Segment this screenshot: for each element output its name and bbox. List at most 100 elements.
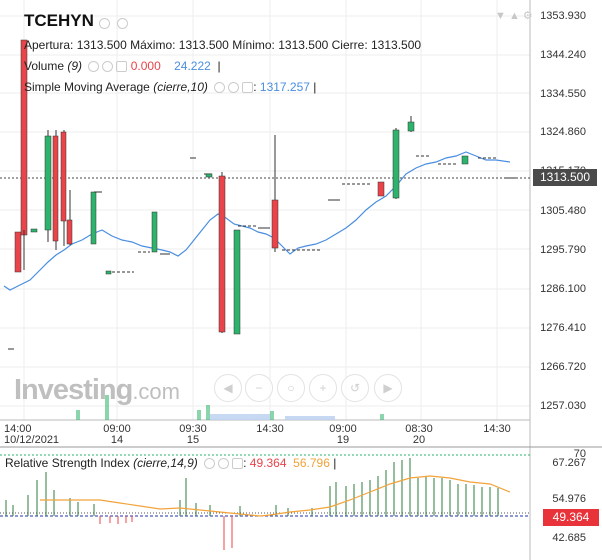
low-value: 1313.500 [278,38,329,52]
x-tick: 14:30 [240,424,300,435]
candle [44,135,52,231]
x-tick-date: 20 [412,434,426,446]
volume-legend: Volume (9) 0.000 24.222 | [24,59,221,73]
close-icon[interactable] [116,61,128,73]
x-tick: 09:30 15 [163,424,223,446]
high-value: 1313.500 [178,38,229,52]
open-label: Apertura: [24,38,74,52]
y-tick: 1334.550 [540,88,586,100]
high-label: Máximo: [130,38,176,52]
settings-icon[interactable] [102,61,114,73]
y-tick: 1286.100 [540,283,586,295]
scroll-left-button[interactable]: ◀ [214,374,242,402]
rsi-label: Relative Strength Index [5,456,130,470]
candle [461,155,469,165]
sma-value: 1317.257 [259,80,310,94]
y-tick: 1305.480 [540,205,586,217]
y-tick: 1276.410 [540,322,586,334]
sma-param: (cierre,10) [153,80,208,94]
x-tick-time: 14:30 [256,423,284,435]
candle [52,135,59,242]
volume-area [210,414,335,420]
close-icon[interactable] [242,82,254,94]
ticker-controls [96,15,129,33]
y-tick: 1257.030 [540,400,586,412]
zoom-in-button[interactable]: + [309,374,337,402]
visibility-icon[interactable] [204,458,216,470]
y-tick: 1266.720 [540,361,586,373]
candle [14,231,22,273]
x-tick-time: 09:00 [329,423,357,435]
x-tick-time: 14:30 [483,423,511,435]
zoom-reset-button[interactable]: ○ [277,374,305,402]
watermark-main: Investing [14,374,133,406]
volume-bars [76,395,384,420]
sma-line [3,151,511,291]
x-tick-date: 14 [110,434,124,446]
grid [0,0,530,420]
lock-icon[interactable]: ▲ [508,10,520,22]
rsi-value-1: 49.364 [249,456,287,470]
scroll-right-button[interactable]: ▶ [374,374,402,402]
reset-button[interactable]: ↺ [341,374,369,402]
x-tick: 14:00 10/12/2021 [0,424,64,446]
volume-label: Volume [24,59,65,73]
candle [392,129,400,199]
x-tick: 09:00 14 [87,424,147,446]
rsi-current-tag: 49.364 [543,509,599,526]
sma-label: Simple Moving Average [24,80,150,94]
gear-icon[interactable]: ⚙ [522,10,533,22]
candle [66,219,73,245]
rsi-legend: Relative Strength Index (cierre,14,9) : … [5,456,337,470]
candle [105,270,112,275]
x-tick-time: 09:30 [179,423,207,435]
settings-icon[interactable] [117,18,129,30]
x-tick-date: 10/12/2021 [4,434,60,446]
current-price-tag: 1313.500 [533,169,597,186]
close-value: 1313.500 [371,38,422,52]
x-tick: 09:00 19 [313,424,373,446]
rsi-y-tick: 42.685 [552,532,586,544]
candle [90,191,97,245]
y-tick: 1344.240 [540,49,586,61]
rsi-y-tick: 54.976 [552,493,586,505]
rsi-neg-bars [99,516,233,550]
candle [218,175,226,333]
candle [60,131,67,222]
ohlc-legend: Apertura: 1313.500 Máximo: 1313.500 Míni… [24,38,421,52]
close-label: Cierre: [331,38,368,52]
watermark-suffix: .com [132,379,180,404]
rsi-bars [5,458,499,516]
x-tick: 08:30 20 [389,424,449,446]
candle [233,229,241,335]
rsi-param: (cierre,14,9) [133,456,198,470]
arrow-down-icon[interactable]: ▼ [495,10,506,22]
visibility-icon[interactable] [88,61,100,73]
visibility-icon[interactable] [99,18,110,30]
rsi-signal-line [40,475,511,517]
volume-param: (9) [67,59,83,73]
low-label: Mínimo: [232,38,275,52]
x-tick-time: 09:00 [103,423,131,435]
top-right-icons: ▼ ▲ ⚙ [495,9,533,22]
settings-icon[interactable] [228,82,240,94]
candle [151,211,158,253]
zoom-out-button[interactable]: − [245,374,273,402]
close-icon[interactable] [232,458,244,470]
rsi-y-tick: 70 [573,448,586,460]
y-tick: 1324.860 [540,126,586,138]
x-tick-time: 14:00 [4,423,32,435]
volume-value-1: 0.000 [130,59,161,73]
settings-icon[interactable] [218,458,230,470]
candle [205,173,213,178]
candles [8,39,516,350]
ticker-symbol: TCEHYN [24,11,94,30]
investing-watermark: Investing.com [14,374,180,407]
visibility-icon[interactable] [214,82,226,94]
x-tick: 14:30 [467,424,527,435]
x-tick-date: 15 [186,434,200,446]
rsi-y-tick: 67.267 [552,457,586,469]
y-tick: 1353.930 [540,10,586,22]
rsi-value-2: 56.796 [293,456,330,470]
